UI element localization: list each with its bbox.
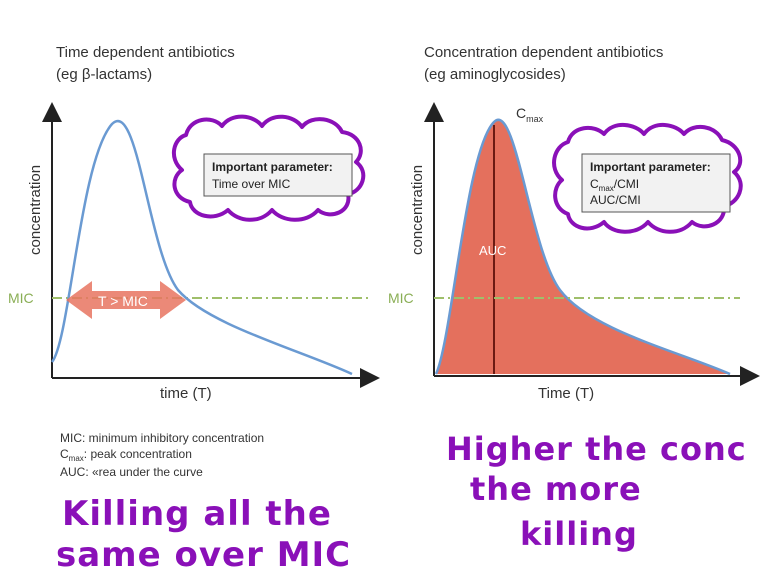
handwritten-notes: Killing all the same over MIC Higher the… (56, 430, 747, 575)
left-subtitle: (eg β-lactams) (56, 66, 152, 83)
right-parameter-cmax: Cmax/CMI (590, 177, 639, 193)
auc-area (436, 119, 730, 375)
left-parameter-value: Time over MIC (212, 177, 291, 191)
param-cmax-main: C (590, 177, 599, 191)
legend-auc: AUC: «rea under the curve (60, 465, 203, 479)
left-x-label: time (T) (160, 385, 212, 402)
right-concentration-curve (434, 118, 731, 376)
legend-cmax-sub: max (69, 454, 84, 463)
left-panel: Time dependent antibiotics (eg β-lactams… (8, 44, 380, 402)
right-subtitle: (eg aminoglycosides) (424, 66, 566, 83)
param-cmax-sub: max (599, 184, 614, 193)
left-title: Time dependent antibiotics (56, 44, 235, 61)
cmax-label: Cmax (516, 105, 544, 124)
left-concentration-curve (50, 119, 353, 376)
cmax-label-sub: max (526, 114, 544, 124)
legend-cmax: Cmax: peak concentration (60, 447, 192, 463)
right-parameter-box (581, 153, 731, 213)
note-right-line2: the more (470, 470, 642, 508)
left-parameter-box (203, 153, 353, 197)
right-y-label: concentration (409, 165, 426, 255)
cmax-label-main: C (516, 105, 526, 121)
note-right-line1: Higher the conc (446, 430, 747, 468)
note-right-line3: killing (520, 515, 638, 553)
right-title: Concentration dependent antibiotics (424, 44, 663, 61)
right-parameter-heading: Important parameter: (590, 160, 711, 174)
legend-cmax-main: C (60, 447, 69, 461)
param-cmax-rest: /CMI (614, 177, 639, 191)
t-over-mic-arrow (66, 281, 186, 319)
right-x-label: Time (T) (538, 385, 594, 402)
right-panel: Concentration dependent antibiotics (eg … (388, 44, 760, 402)
legend: MIC: minimum inhibitory concentration Cm… (60, 431, 264, 479)
right-parameter-auc: AUC/CMI (590, 193, 641, 207)
legend-cmax-rest: : peak concentration (84, 447, 192, 461)
note-left-line2: same over MIC (56, 535, 351, 575)
left-mic-label: MIC (8, 290, 34, 306)
legend-mic: MIC: minimum inhibitory concentration (60, 431, 264, 445)
right-mic-label: MIC (388, 290, 414, 306)
auc-label: AUC (479, 243, 506, 258)
note-left-line1: Killing all the (62, 494, 332, 534)
left-y-label: concentration (27, 165, 44, 255)
left-parameter-heading: Important parameter: (212, 160, 333, 174)
t-over-mic-label: T > MIC (98, 293, 148, 309)
